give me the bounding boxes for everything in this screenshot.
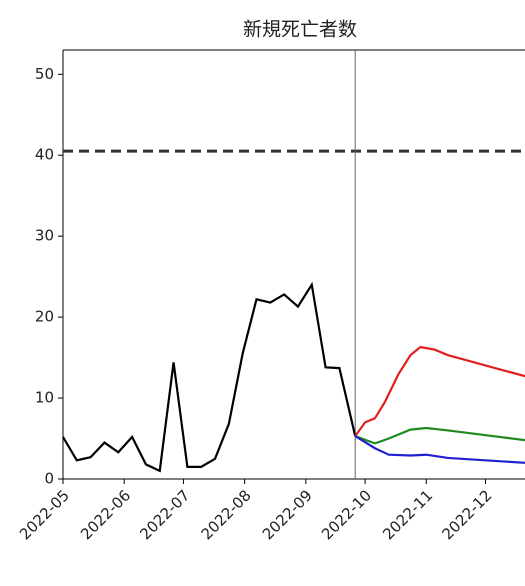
series-line (354, 345, 525, 437)
series-line (354, 435, 525, 464)
x-tick-label: 2022-09 (259, 486, 316, 543)
y-tick-label: 20 (35, 308, 54, 326)
y-tick-label: 10 (35, 389, 54, 407)
x-tick-label: 2022-08 (198, 486, 255, 543)
x-tick-label: 2022-07 (136, 486, 193, 543)
y-tick-label: 50 (35, 65, 54, 83)
x-tick-label: 2022-06 (77, 486, 134, 543)
y-tick-label: 30 (35, 227, 54, 245)
series-line (62, 281, 357, 473)
chart-title: 新規死亡者数 (243, 19, 357, 41)
x-tick-label: 2022-12 (438, 486, 495, 543)
x-tick-label: 2022-10 (318, 486, 375, 543)
series-line (354, 426, 525, 445)
y-tick-label: 0 (44, 470, 54, 488)
x-tick-label: 2022-05 (16, 486, 73, 543)
x-tick-label: 2022-11 (379, 486, 436, 543)
y-tick-label: 40 (35, 146, 54, 164)
